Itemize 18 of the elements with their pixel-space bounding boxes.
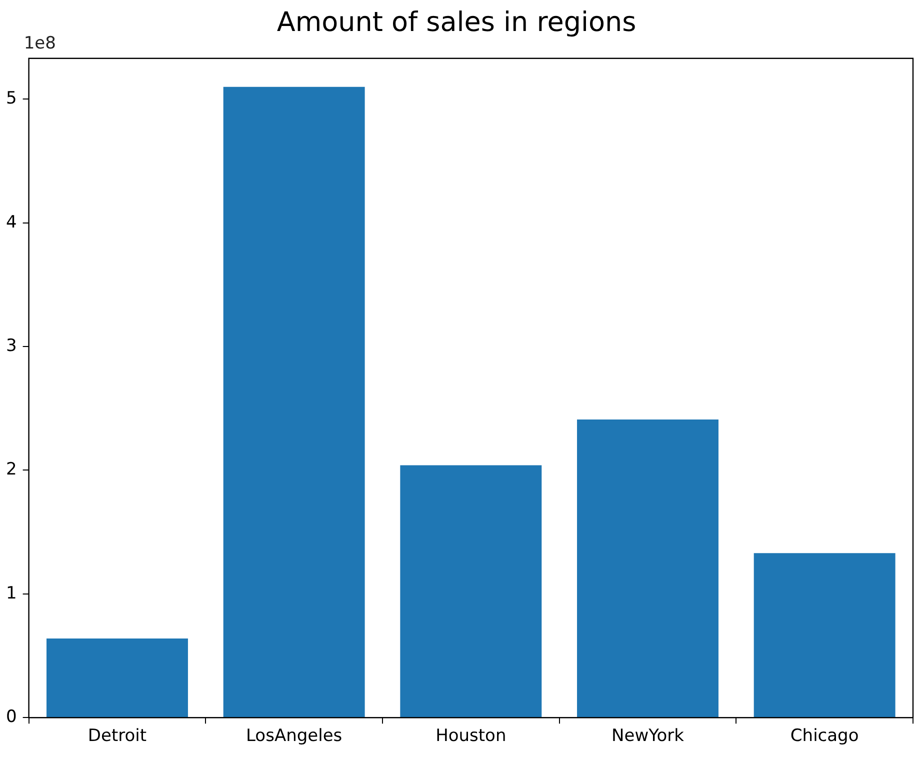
chart-title: Amount of sales in regions [276,7,636,38]
y-tick-label: 1 [6,583,17,604]
bar [223,86,365,718]
bar [46,638,188,718]
y-tick-label: 2 [6,460,17,480]
x-tick-label: Houston [436,726,506,746]
bar [400,465,542,718]
text: 1e8 [24,33,56,54]
x-tick-label: Detroit [88,726,147,746]
y-tick-label: 3 [6,336,17,356]
y-tick-label: 4 [6,212,17,232]
x-tick-label: NewYork [612,726,684,746]
bar [754,553,896,718]
x-tick-label: Chicago [790,726,859,746]
bar [577,420,718,718]
y-tick-label: 5 [6,88,17,109]
x-tick-label: LosAngeles [246,726,342,746]
y-tick-label: 0 [6,707,17,728]
